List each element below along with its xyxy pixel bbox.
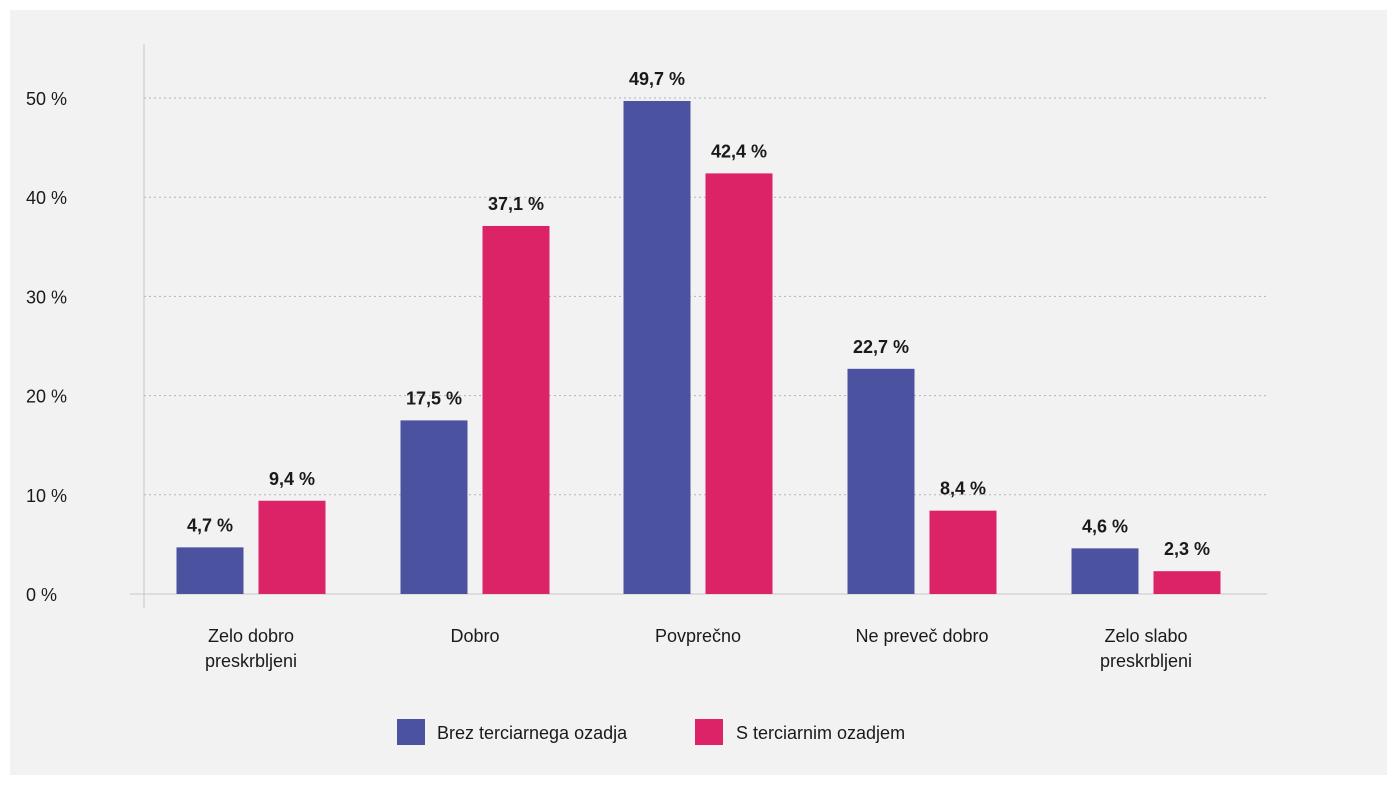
y-tick-label: 20 % xyxy=(26,387,67,407)
data-label: 42,4 % xyxy=(711,141,767,161)
legend-label: Brez terciarnega ozadja xyxy=(437,723,628,743)
bar-brez-terciarnega-2 xyxy=(623,100,691,594)
bar-brez-terciarnega-4 xyxy=(1071,548,1139,594)
bars xyxy=(176,100,1221,594)
category-label: preskrbljeni xyxy=(1100,651,1192,671)
category-label: Povprečno xyxy=(655,626,741,646)
bar-s-terciarnim-4 xyxy=(1153,571,1221,594)
data-label: 49,7 % xyxy=(629,69,685,89)
category-label: Dobro xyxy=(450,626,499,646)
data-label: 4,7 % xyxy=(187,515,233,535)
data-labels: 4,7 % 17,5 % 49,7 % 22,7 % 4,6 % 9,4 % 37,1 % 4… xyxy=(187,69,1210,559)
data-label: 8,4 % xyxy=(940,479,986,499)
data-label: 2,3 % xyxy=(1164,539,1210,559)
legend-swatch xyxy=(695,719,723,745)
legend: Brez terciarnega ozadja S terciarnim ozad… xyxy=(397,719,905,745)
bar-brez-terciarnega-1 xyxy=(400,420,468,594)
y-tick-label: 50 % xyxy=(26,89,67,109)
category-label: Zelo slabo xyxy=(1104,626,1187,646)
data-label: 37,1 % xyxy=(488,194,544,214)
category-label: Zelo dobro xyxy=(208,626,294,646)
data-label: 4,6 % xyxy=(1082,516,1128,536)
category-label: preskrbljeni xyxy=(205,651,297,671)
y-tick-label: 30 % xyxy=(26,287,67,307)
category-label: Ne preveč dobro xyxy=(855,626,988,646)
bar-s-terciarnim-2 xyxy=(705,173,773,594)
legend-label: S terciarnim ozadjem xyxy=(736,723,905,743)
data-label: 22,7 % xyxy=(853,337,909,357)
legend-swatch xyxy=(397,719,425,745)
y-tick-label: 10 % xyxy=(26,486,67,506)
data-label: 9,4 % xyxy=(269,469,315,489)
bar-brez-terciarnega-0 xyxy=(176,547,244,594)
x-axis-category-labels: Zelo dobro preskrbljeni Dobro Povprečno Ne p… xyxy=(205,626,1192,671)
bar-s-terciarnim-3 xyxy=(929,510,997,594)
bar-s-terciarnim-1 xyxy=(482,225,550,594)
bar-brez-terciarnega-3 xyxy=(847,368,915,594)
y-tick-label: 0 % xyxy=(26,585,57,605)
bar-s-terciarnim-0 xyxy=(258,500,326,594)
y-tick-label: 40 % xyxy=(26,188,67,208)
y-axis-tick-labels: 0 % 10 % 20 % 30 % 40 % 50 % xyxy=(26,89,67,605)
data-label: 17,5 % xyxy=(406,388,462,408)
chart-panel xyxy=(10,10,1387,775)
